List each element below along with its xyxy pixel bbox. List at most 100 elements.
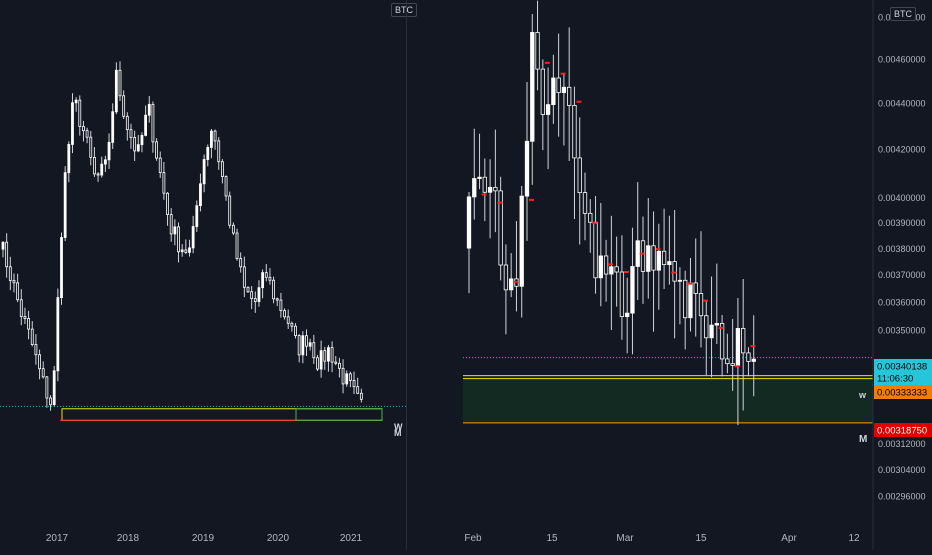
left-candle bbox=[334, 361, 338, 364]
right-candle bbox=[667, 261, 672, 265]
left-candle bbox=[114, 69, 118, 113]
right-signal-marker bbox=[623, 270, 629, 273]
right-candle bbox=[714, 323, 719, 326]
left-candle bbox=[352, 379, 356, 388]
left-candle bbox=[158, 157, 162, 173]
left-candle bbox=[133, 137, 137, 152]
left-candle bbox=[231, 224, 235, 234]
right-signal-marker bbox=[544, 61, 550, 64]
right-candle bbox=[567, 86, 572, 106]
left-candle bbox=[103, 159, 107, 165]
left-candle bbox=[279, 299, 283, 312]
right-candle bbox=[656, 250, 661, 271]
right-signal-marker bbox=[687, 282, 693, 285]
left-candle bbox=[338, 362, 341, 369]
left-candle bbox=[195, 205, 199, 227]
right-candle bbox=[561, 86, 567, 94]
left-candle bbox=[96, 173, 100, 176]
right-candle bbox=[640, 240, 646, 272]
right-candle bbox=[709, 324, 714, 339]
right-candle bbox=[556, 77, 561, 94]
left-candle bbox=[316, 357, 319, 370]
right-candle bbox=[577, 157, 582, 194]
right-signal-marker bbox=[718, 326, 724, 329]
right-signal-marker bbox=[734, 365, 740, 368]
left-candle bbox=[107, 141, 111, 161]
left-candle bbox=[330, 347, 334, 363]
right-signal-marker bbox=[529, 198, 534, 201]
pane-divider[interactable] bbox=[406, 0, 407, 550]
left-x-tick-label: 2021 bbox=[340, 533, 363, 544]
right-symbol-label: BTC bbox=[890, 7, 916, 21]
right-signal-marker bbox=[608, 263, 614, 266]
left-marker-m: M bbox=[394, 428, 402, 438]
right-candle bbox=[535, 32, 540, 70]
left-candle bbox=[111, 111, 115, 143]
left-candle bbox=[275, 298, 279, 301]
right-candle bbox=[482, 176, 487, 193]
left-chart-pane[interactable]: 0.034000000.028000000.024000000.02000000… bbox=[0, 0, 460, 550]
left-candle bbox=[188, 247, 191, 253]
left-candle bbox=[180, 249, 184, 253]
right-y-tick-label: 0.00370000 bbox=[878, 270, 926, 280]
right-candle bbox=[498, 190, 503, 266]
left-candle bbox=[89, 136, 93, 158]
right-candle bbox=[609, 266, 614, 275]
right-candle bbox=[746, 352, 751, 362]
left-candle bbox=[301, 335, 305, 356]
right-y-tick-label: 0.00390000 bbox=[878, 218, 926, 228]
right-signal-marker bbox=[671, 271, 677, 274]
right-x-tick-label: Mar bbox=[616, 533, 634, 544]
right-candle bbox=[630, 266, 635, 314]
left-candle bbox=[253, 298, 257, 302]
right-signal-marker bbox=[750, 345, 756, 348]
left-candle bbox=[217, 140, 221, 163]
right-y-tick-label: 0.00420000 bbox=[878, 145, 926, 155]
right-y-tick-label: 0.00360000 bbox=[878, 297, 926, 307]
right-chart-svg[interactable]: 0.004800000.004600000.004400000.00420000… bbox=[407, 0, 932, 550]
left-candle bbox=[327, 347, 330, 362]
right-candle bbox=[625, 312, 630, 317]
left-candle bbox=[246, 286, 250, 293]
left-chart-svg[interactable]: 0.034000000.028000000.024000000.02000000… bbox=[0, 0, 460, 550]
left-x-tick-label: 2018 bbox=[117, 533, 140, 544]
right-marker-m: M bbox=[859, 434, 867, 445]
right-candle bbox=[677, 279, 683, 282]
left-marker-w: W bbox=[394, 422, 403, 432]
right-candle bbox=[472, 178, 477, 198]
left-candle bbox=[268, 276, 272, 281]
right-low-badge: 0.00318750 bbox=[877, 426, 927, 437]
left-x-tick-label: 2020 bbox=[267, 533, 290, 544]
left-candle bbox=[166, 192, 169, 215]
left-candle bbox=[199, 183, 202, 207]
left-candle bbox=[41, 368, 45, 378]
right-signal-marker bbox=[703, 299, 708, 302]
left-candle bbox=[239, 258, 243, 268]
right-x-tick-label: Feb bbox=[464, 533, 482, 544]
left-candle bbox=[52, 370, 56, 406]
right-candle bbox=[725, 358, 730, 365]
right-candle bbox=[530, 32, 535, 142]
left-candle bbox=[38, 354, 41, 370]
right-signal-marker bbox=[655, 248, 661, 251]
left-candle bbox=[8, 266, 12, 281]
left-candle bbox=[312, 342, 316, 359]
left-support-zone bbox=[61, 408, 383, 421]
right-candle bbox=[572, 104, 577, 159]
right-support-badge: 0.00333333 bbox=[877, 388, 927, 399]
right-candle bbox=[540, 68, 545, 115]
left-candle bbox=[177, 226, 180, 253]
right-y-tick-label: 0.00380000 bbox=[878, 244, 926, 254]
left-candle bbox=[30, 328, 34, 345]
right-candle bbox=[672, 261, 677, 282]
right-x-tick-label: 15 bbox=[695, 533, 707, 544]
right-signal-marker bbox=[513, 280, 519, 283]
right-chart-pane[interactable]: 0.004800000.004600000.004400000.00420000… bbox=[407, 0, 932, 550]
right-candle bbox=[493, 186, 498, 192]
right-current-price-badge: 0.00340138 bbox=[877, 362, 927, 373]
left-candle bbox=[136, 144, 140, 152]
left-candle bbox=[56, 297, 60, 372]
right-candle bbox=[593, 221, 598, 279]
left-candle bbox=[19, 299, 23, 317]
right-candle bbox=[730, 363, 735, 366]
